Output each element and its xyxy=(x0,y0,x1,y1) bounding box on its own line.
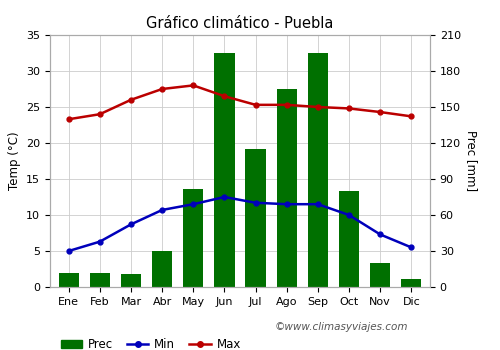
Bar xyxy=(58,273,79,287)
Bar xyxy=(183,189,204,287)
Y-axis label: Temp (°C): Temp (°C) xyxy=(8,132,20,190)
Title: Gráfico climático - Puebla: Gráfico climático - Puebla xyxy=(146,16,334,31)
Bar xyxy=(308,53,328,287)
Bar xyxy=(246,149,266,287)
Bar xyxy=(370,263,390,287)
Legend: Prec, Min, Max: Prec, Min, Max xyxy=(56,333,246,350)
Bar xyxy=(152,251,172,287)
Bar xyxy=(214,53,234,287)
Bar xyxy=(121,274,141,287)
Bar xyxy=(339,191,359,287)
Bar xyxy=(401,279,421,287)
Y-axis label: Prec [mm]: Prec [mm] xyxy=(464,131,477,191)
Bar xyxy=(90,273,110,287)
Bar xyxy=(276,89,297,287)
Text: ©www.climasyviajes.com: ©www.climasyviajes.com xyxy=(275,322,408,332)
